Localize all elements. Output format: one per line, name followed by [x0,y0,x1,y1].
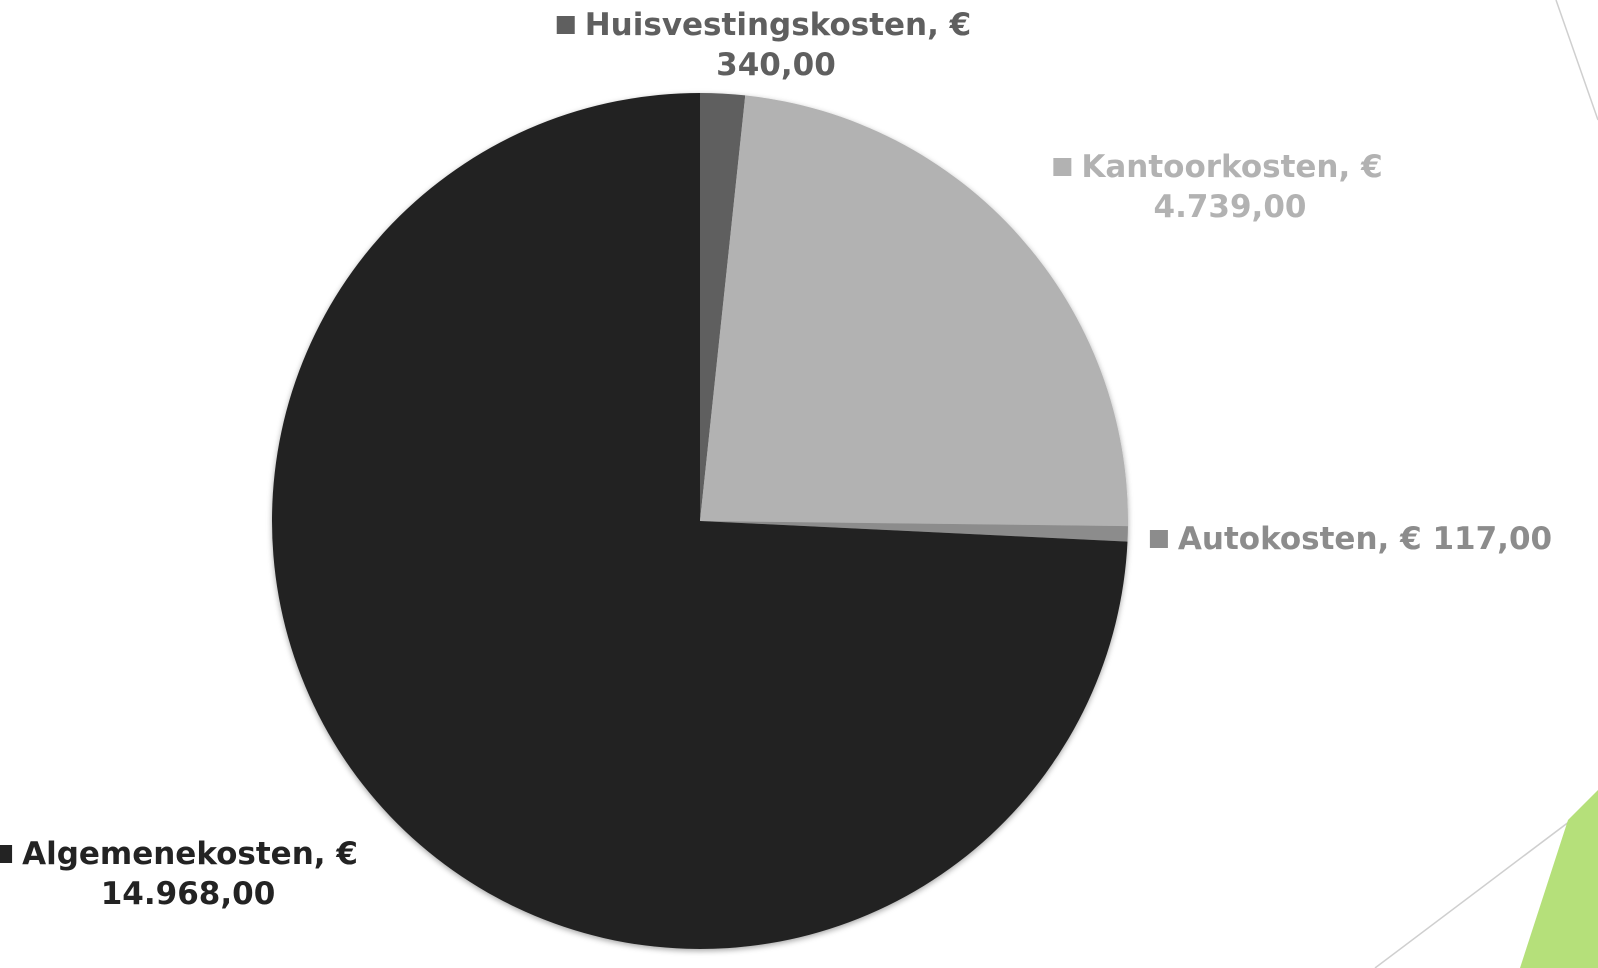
slice-labels: Huisvestingskosten, € 340,00 Kantoorkosten… [0,7,1552,912]
slice-label-kantoorkosten: Kantoorkosten, € 4.739,00 [1053,149,1383,225]
decor-line-bottom [1374,799,1598,968]
slice-label-line1: Kantoorkosten, € [1081,149,1382,185]
slice-label-line2: 4.739,00 [1154,189,1307,225]
slice-label-line2: 14.968,00 [101,876,276,912]
slice-label-line1: Algemenekosten, € [22,836,358,872]
decor-green-shape [1520,790,1598,968]
slice-label-huisvestingskosten: Huisvestingskosten, € 340,00 [556,7,972,83]
slice-label-autokosten: Autokosten, € 117,00 [1149,521,1552,557]
pie-slice-algemenekosten [271,93,1128,950]
slice-label-algemenekosten: Algemenekosten, € 14.968,00 [0,836,358,912]
legend-swatch-huisvestingskosten [556,16,575,34]
legend-swatch-kantoorkosten [1053,158,1072,176]
legend-swatch-algemenekosten [0,845,13,863]
pie-slice-kantoorkosten [700,95,1128,527]
slice-label-line1: Huisvestingskosten, € [585,7,972,43]
pie-slices [271,93,1128,950]
slice-label-line2: 340,00 [716,47,836,83]
pie-slice-autokosten [700,521,1128,542]
slide-decoration [1374,0,1598,968]
pie-slice-huisvestingskosten [700,93,746,521]
decor-line-top [1555,0,1598,121]
legend-swatch-autokosten [1149,530,1168,548]
slice-label-line1: Autokosten, € 117,00 [1178,521,1552,557]
